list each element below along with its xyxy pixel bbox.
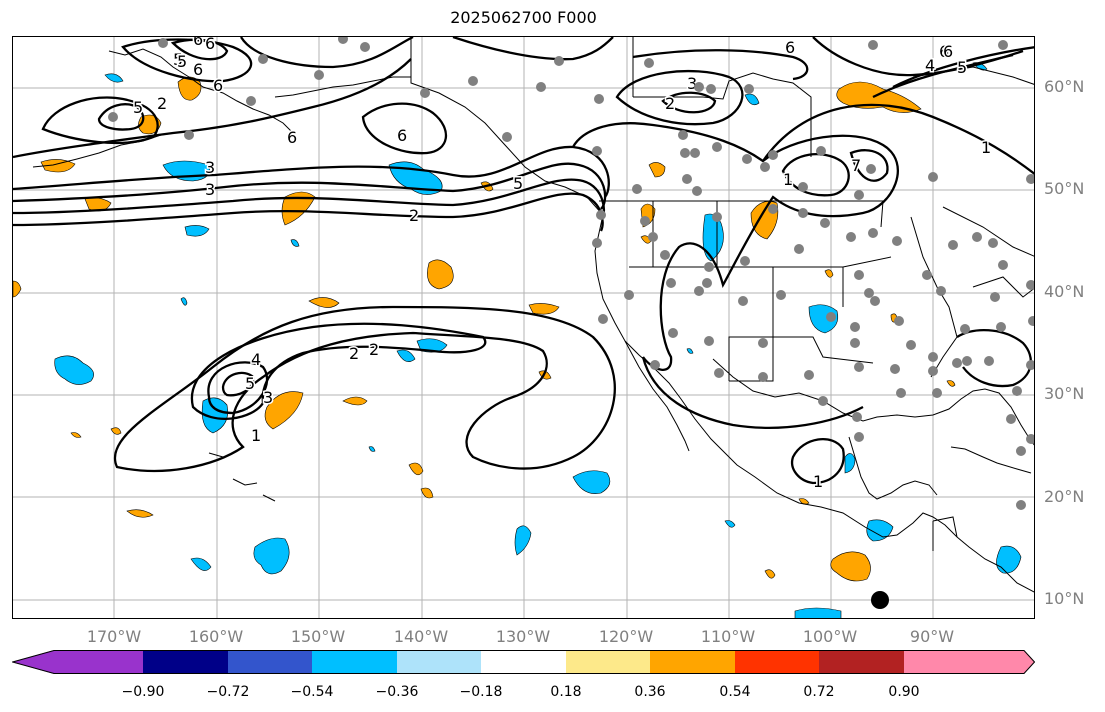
- contour-label-2b: 2: [665, 94, 675, 113]
- lon-label-110w: 110°W: [700, 627, 756, 646]
- map-title: 2025062700 F000: [450, 8, 597, 27]
- colorbar-tick: −0.90: [121, 684, 165, 700]
- contour-label-5a: 5: [173, 50, 183, 69]
- lon-label-160w: 160°W: [188, 627, 244, 646]
- contour-label-5b: 5: [133, 98, 143, 117]
- contour-label-5e: 5: [245, 374, 255, 393]
- colorbar-tick: −0.36: [375, 684, 419, 700]
- map-canvas: 6 5 6 5 6 6 3 3 2 6 5 3 2 6 6 5 4 7 1 1 …: [13, 37, 1034, 618]
- lon-label-170w: 170°W: [86, 627, 142, 646]
- anomaly-shading-negative: [54, 62, 1022, 618]
- colorbar-tick: 0.90: [888, 684, 920, 700]
- contour-label-3d: 3: [263, 388, 273, 407]
- contour-labels: 6 5 6 5 6 6 3 3 2 6 5 3 2 6 6 5 4 7 1 1 …: [132, 37, 993, 493]
- anomaly-shading-positive: [13, 76, 956, 582]
- colorbar-tick: −0.72: [206, 684, 250, 700]
- contour-label-2d: 2: [157, 94, 167, 113]
- colorbar-segment: [481, 650, 566, 674]
- colorbar-segment: [904, 650, 1035, 674]
- contour-label-5f: 5: [177, 52, 187, 71]
- colorbar-segments: [12, 650, 1035, 674]
- coastlines: [32, 37, 1034, 593]
- contour-label-6a: 6: [193, 60, 203, 79]
- contour-label-5d: 5: [957, 58, 967, 77]
- contour-label-2a: 2: [409, 206, 419, 225]
- colorbar-tick: 0.36: [634, 684, 666, 700]
- lat-label-60n: 60°N: [1044, 77, 1085, 96]
- lon-label-90w: 90°W: [909, 627, 955, 646]
- station-markers: [108, 37, 1034, 510]
- lon-label-130w: 130°W: [495, 627, 551, 646]
- colorbar-tick: 0.54: [719, 684, 751, 700]
- contour-label-6h: 6: [193, 37, 203, 49]
- contour-label-2c: 2: [349, 344, 359, 363]
- colorbar-tick: −0.18: [459, 684, 503, 700]
- colorbar-segment: [228, 650, 312, 674]
- contour-label-1b: 1: [981, 138, 991, 157]
- contour-label-4a: 4: [925, 56, 935, 75]
- contour-label-6f: 6: [785, 38, 795, 57]
- lon-label-140w: 140°W: [393, 627, 449, 646]
- colorbar-segment: [312, 650, 397, 674]
- contour-label-1a: 1: [783, 170, 793, 189]
- contour-label-3a: 3: [205, 158, 215, 177]
- contour-label-6d: 6: [397, 126, 407, 145]
- lat-label-20n: 20°N: [1044, 487, 1085, 506]
- colorbar-segment: [143, 650, 228, 674]
- contour-label-3b: 3: [205, 180, 215, 199]
- contour-label-6b: 6: [205, 37, 215, 53]
- contour-label-6i: 6: [943, 42, 953, 61]
- lat-label-10n: 10°N: [1044, 589, 1085, 608]
- contour-label-2e: 2: [369, 340, 379, 359]
- contour-label-1d: 1: [813, 472, 823, 491]
- position-marker: [871, 591, 889, 609]
- colorbar-segment: [819, 650, 904, 674]
- lon-label-120w: 120°W: [598, 627, 654, 646]
- lat-label-40n: 40°N: [1044, 282, 1085, 301]
- map-panel[interactable]: 6 5 6 5 6 6 3 3 2 6 5 3 2 6 6 5 4 7 1 1 …: [12, 36, 1035, 619]
- lon-label-150w: 150°W: [290, 627, 346, 646]
- contours: [13, 37, 1034, 485]
- colorbar-segment: [566, 650, 650, 674]
- lat-label-50n: 50°N: [1044, 179, 1085, 198]
- contour-label-6g: 6: [939, 42, 949, 61]
- contour-label-1c: 1: [251, 426, 261, 445]
- colorbar-tick: −0.54: [290, 684, 334, 700]
- contour-label-6c: 6: [287, 128, 297, 147]
- contour-label-6e: 6: [213, 76, 223, 95]
- contour-label-5c: 5: [513, 174, 523, 193]
- colorbar-tick: 0.72: [803, 684, 835, 700]
- lon-label-100w: 100°W: [802, 627, 858, 646]
- colorbar-segment: [735, 650, 819, 674]
- lat-label-30n: 30°N: [1044, 384, 1085, 403]
- contour-label-4b: 4: [251, 350, 261, 369]
- colorbar-tick: 0.18: [550, 684, 582, 700]
- contour-label-7: 7: [851, 156, 861, 175]
- colorbar: [12, 650, 1035, 674]
- colorbar-segment: [397, 650, 481, 674]
- colorbar-segment: [650, 650, 735, 674]
- colorbar-segment: [12, 650, 143, 674]
